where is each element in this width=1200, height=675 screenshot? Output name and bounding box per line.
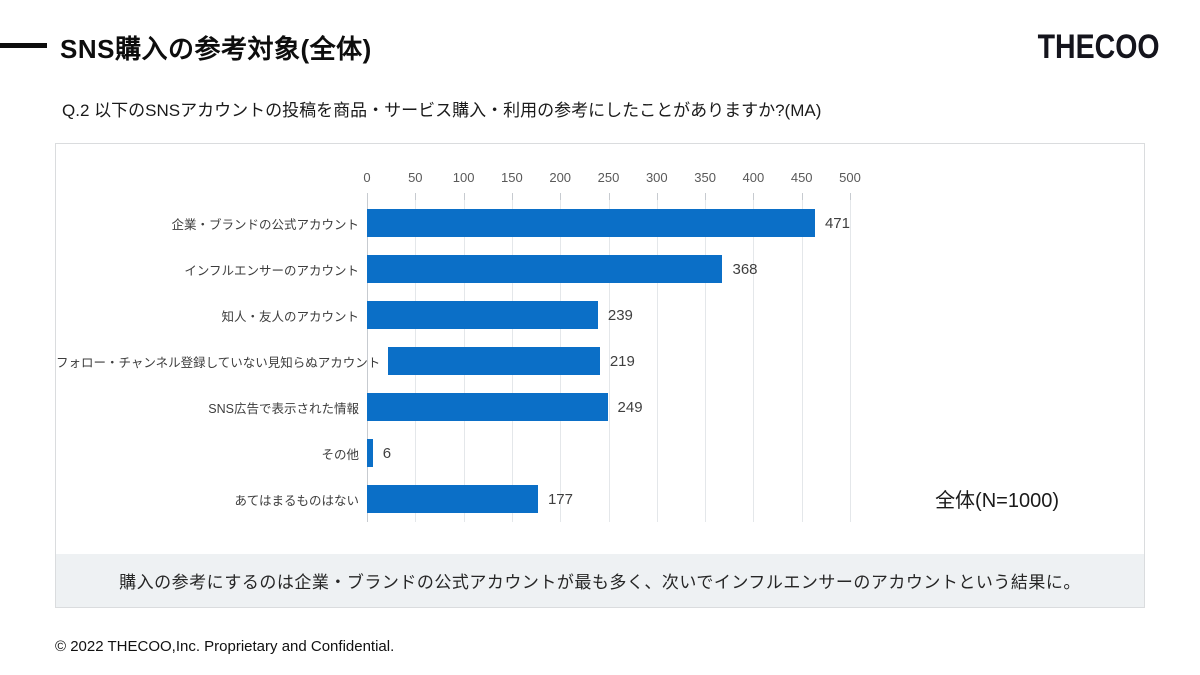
chart-row: 企業・ブランドの公式アカウント 471 [56,200,1144,246]
copyright-footer: © 2022 THECOO,Inc. Proprietary and Confi… [55,638,395,655]
x-tick-label: 0 [363,170,371,185]
slide-header: SNS購入の参考対象(全体) THECOO [0,0,1200,78]
callout-banner: 購入の参考にするのは企業・ブランドの公式アカウントが最も多く、次いでインフルエン… [56,554,1144,607]
bar-track: 219 [388,347,871,375]
bar-value-label: 368 [732,260,758,278]
x-tick-mark [753,193,755,200]
sample-size-label: 全体(N=1000) [935,490,1059,512]
x-tick-label: 250 [597,170,620,185]
bar [367,301,598,329]
callout-text: 購入の参考にするのは企業・ブランドの公式アカウントが最も多く、次いでインフルエン… [119,573,1081,592]
x-tick-mark [511,193,513,200]
bar-track: 239 [367,301,850,329]
category-label: その他 [321,447,359,462]
bar [367,255,723,283]
chart-row: フォロー・チャンネル登録していない見知らぬアカウント 219 [56,338,1144,384]
bar-track: 177 [367,485,850,513]
bar-value-label: 249 [617,398,643,416]
x-tick-mark [705,193,707,200]
title-dash-rule [0,43,47,48]
x-tick-label: 200 [549,170,572,185]
bar [367,485,538,513]
chart-row: あてはまるものはない 177 [56,476,1144,522]
category-label: あてはまるものはない [234,493,359,508]
bar-value-label: 239 [607,306,633,324]
bar-track: 6 [367,439,850,467]
chart-card: 0 50 100 150 200 250 300 350 400 450 500 企業・ブランドの公… [55,143,1145,608]
bar [388,347,600,375]
x-tick-mark [850,193,851,200]
category-label: フォロー・チャンネル登録していない見知らぬアカウント [56,355,381,370]
chart-row: インフルエンサーのアカウント 368 [56,246,1144,292]
x-tick-label: 100 [452,170,475,185]
x-tick-label: 150 [501,170,523,185]
x-tick-mark [801,193,803,200]
chart-row: 知人・友人のアカウント 239 [56,292,1144,338]
bar-value-label: 471 [824,214,850,232]
x-tick-label: 50 [408,170,423,185]
page-title: SNS購入の参考対象(全体) [60,34,372,64]
bar [367,393,608,421]
x-tick-mark [367,193,368,200]
x-axis-row: 0 50 100 150 200 250 300 350 400 450 500 [56,170,1144,200]
thecoo-logo: THECOO [1037,26,1160,67]
bar [367,439,373,467]
chart-row: SNS広告で表示された情報 249 [56,384,1144,430]
bar [367,209,815,237]
chart-row: その他 6 [56,430,1144,476]
category-label: インフルエンサーのアカウント [184,263,359,278]
x-tick-mark [656,193,658,200]
x-tick-label: 500 [839,170,861,185]
category-label: 企業・ブランドの公式アカウント [171,217,359,232]
survey-question: Q.2 以下のSNSアカウントの投稿を商品・サービス購入・利用の参考にしたことが… [62,101,822,120]
x-tick-mark [463,193,465,200]
x-tick-mark [560,193,562,200]
x-tick-label: 300 [645,170,668,185]
category-label: SNS広告で表示された情報 [208,401,359,416]
axis-spacer [56,170,367,200]
x-tick-label: 350 [694,170,716,185]
chart-rows: 企業・ブランドの公式アカウント 471 インフルエンサーのアカウント 368 知人・友人… [56,200,1144,522]
x-tick-mark [608,193,610,200]
x-tick-mark [415,193,417,200]
x-axis: 0 50 100 150 200 250 300 350 400 450 500 [363,170,861,200]
bar-track: 368 [367,255,850,283]
bar-value-label: 6 [382,444,392,462]
bar-value-label: 177 [547,490,573,508]
x-tick-label: 450 [790,170,813,185]
category-label: 知人・友人のアカウント [221,309,359,324]
bar-track: 249 [367,393,850,421]
bar-value-label: 219 [609,352,635,370]
bar-track: 471 [367,209,850,237]
x-tick-label: 400 [742,170,765,185]
bar-chart: 0 50 100 150 200 250 300 350 400 450 500 企業・ブランドの公… [56,144,1144,522]
